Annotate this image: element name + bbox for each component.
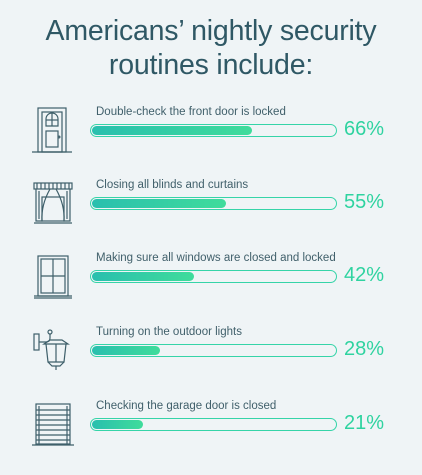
bar-value-label: 66% [344, 118, 385, 140]
bar-value-label: 28% [344, 338, 385, 360]
bar-track [90, 270, 337, 283]
bar-track [90, 197, 337, 210]
bar-value-label: 21% [344, 412, 385, 434]
bar-row-outdoor-lights: Turning on the outdoor lights 28% [0, 324, 422, 384]
bar-value-label: 55% [344, 191, 385, 213]
chart-title-line-1: Americans’ nightly security [45, 15, 377, 47]
garage-door-icon [32, 403, 74, 446]
bar-label: Double-check the front door is locked [96, 106, 286, 118]
chart-title: Americans’ nightly security routines inc… [0, 14, 422, 82]
bar-label: Turning on the outdoor lights [96, 326, 242, 338]
bar-row-front-door: Double-check the front door is locked 66… [0, 104, 422, 164]
bar-fill [92, 420, 143, 429]
bar-fill [92, 126, 252, 135]
bar-value-label: 42% [344, 264, 385, 286]
bar-fill [92, 272, 194, 281]
bar-label: Checking the garage door is closed [96, 400, 277, 412]
outdoor-light-icon [33, 329, 70, 370]
bar-label: Making sure all windows are closed and l… [96, 252, 336, 264]
window-icon [34, 255, 72, 299]
bar-row-window: Making sure all windows are closed and l… [0, 250, 422, 310]
bar-fill [92, 346, 160, 355]
bar-row-garage-door: Checking the garage door is closed 21% [0, 398, 422, 458]
bar-track [90, 418, 337, 431]
bar-fill [92, 199, 226, 208]
bar-track [90, 344, 337, 357]
curtains-icon [33, 182, 73, 224]
bar-row-curtains: Closing all blinds and curtains 55% [0, 177, 422, 237]
bar-label: Closing all blinds and curtains [96, 179, 249, 191]
bar-track [90, 124, 337, 137]
chart-title-line-2: routines include: [108, 49, 314, 81]
front-door-icon [32, 107, 72, 153]
